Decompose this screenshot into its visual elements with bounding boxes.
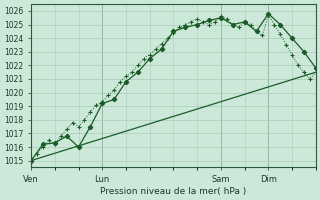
X-axis label: Pression niveau de la mer( hPa ): Pression niveau de la mer( hPa ) bbox=[100, 187, 247, 196]
